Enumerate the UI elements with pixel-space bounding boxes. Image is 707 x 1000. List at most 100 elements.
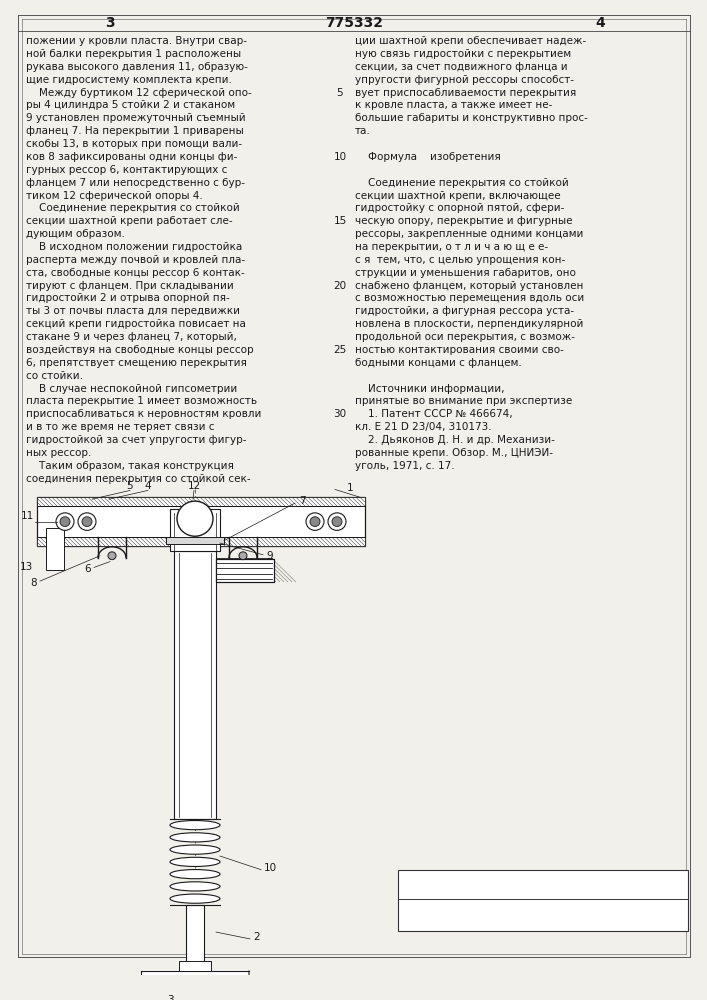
Text: 12: 12 xyxy=(187,481,201,491)
Bar xyxy=(166,537,224,544)
Text: ков 8 зафиксированы одни концы фи-: ков 8 зафиксированы одни концы фи- xyxy=(26,152,238,162)
Text: секции, за счет подвижного фланца и: секции, за счет подвижного фланца и xyxy=(355,62,568,72)
Text: дующим образом.: дующим образом. xyxy=(26,229,125,239)
Text: секций крепи гидростойка повисает на: секций крепи гидростойка повисает на xyxy=(26,319,246,329)
Circle shape xyxy=(60,517,70,526)
Text: В случае неспокойной гипсометрии: В случае неспокойной гипсометрии xyxy=(26,384,238,394)
Text: 20: 20 xyxy=(334,281,346,291)
Text: 5: 5 xyxy=(127,481,134,491)
Text: 7: 7 xyxy=(298,496,305,506)
Text: 15: 15 xyxy=(334,216,346,226)
Circle shape xyxy=(239,552,247,560)
Text: 8: 8 xyxy=(30,578,37,588)
Ellipse shape xyxy=(170,821,220,830)
Ellipse shape xyxy=(170,894,220,903)
Text: пожении у кровли пласта. Внутри свар-: пожении у кровли пласта. Внутри свар- xyxy=(26,36,247,46)
Text: та.: та. xyxy=(355,126,370,136)
Text: со стойки.: со стойки. xyxy=(26,371,83,381)
Text: принятые во внимание при экспертизе: принятые во внимание при экспертизе xyxy=(355,396,572,406)
Circle shape xyxy=(306,513,324,530)
Text: рукава высокого давления 11, образую-: рукава высокого давления 11, образую- xyxy=(26,62,248,72)
Text: ческую опору, перекрытие и фигурные: ческую опору, перекрытие и фигурные xyxy=(355,216,573,226)
Text: гурных рессор 6, контактирующих с: гурных рессор 6, контактирующих с xyxy=(26,165,228,175)
Bar xyxy=(398,870,688,931)
Text: расперта между почвой и кровлей пла-: расперта между почвой и кровлей пла- xyxy=(26,255,245,265)
Ellipse shape xyxy=(170,870,220,879)
Text: Между буртиком 12 сферической опо-: Между буртиком 12 сферической опо- xyxy=(26,88,252,98)
Text: ную связь гидростойки с перекрытием: ную связь гидростойки с перекрытием xyxy=(355,49,571,59)
Text: к кровле пласта, а также имеет не-: к кровле пласта, а также имеет не- xyxy=(355,100,552,110)
Bar xyxy=(37,537,365,546)
Text: 2: 2 xyxy=(254,932,260,942)
Text: 25: 25 xyxy=(334,345,346,355)
Text: рессоры, закрепленные одними концами: рессоры, закрепленные одними концами xyxy=(355,229,583,239)
Text: 30: 30 xyxy=(334,409,346,419)
Text: струкции и уменьшения габаритов, оно: струкции и уменьшения габаритов, оно xyxy=(355,268,576,278)
Bar xyxy=(216,559,274,582)
Text: 6, препятствует смещению перекрытия: 6, препятствует смещению перекрытия xyxy=(26,358,247,368)
Text: бодными концами с фланцем.: бодными концами с фланцем. xyxy=(355,358,522,368)
Text: Филиал ППП "Патент",: Филиал ППП "Патент", xyxy=(483,903,603,913)
Bar xyxy=(37,497,365,546)
Text: 5: 5 xyxy=(337,88,344,98)
Circle shape xyxy=(108,552,116,560)
Text: стакане 9 и через фланец 7, который,: стакане 9 и через фланец 7, который, xyxy=(26,332,237,342)
Text: 10: 10 xyxy=(264,863,276,873)
Text: тируют с фланцем. При складывании: тируют с фланцем. При складывании xyxy=(26,281,234,291)
Bar xyxy=(37,497,365,506)
Polygon shape xyxy=(141,971,249,991)
Text: В исходном положении гидростойка: В исходном положении гидростойка xyxy=(26,242,243,252)
Text: фланец 7. На перекрытии 1 приварены: фланец 7. На перекрытии 1 приварены xyxy=(26,126,244,136)
Text: ции шахтной крепи обеспечивает надеж-: ции шахтной крепи обеспечивает надеж- xyxy=(355,36,586,46)
Text: гидростойку с опорной пятой, сфери-: гидростойку с опорной пятой, сфери- xyxy=(355,203,564,213)
Text: и в то же время не теряет связи с: и в то же время не теряет связи с xyxy=(26,422,214,432)
Text: рованные крепи. Обзор. М., ЦНИЭИ-: рованные крепи. Обзор. М., ЦНИЭИ- xyxy=(355,448,553,458)
Text: ры 4 цилиндра 5 стойки 2 и стаканом: ры 4 цилиндра 5 стойки 2 и стаканом xyxy=(26,100,235,110)
Text: приспосабливаться к неровностям кровли: приспосабливаться к неровностям кровли xyxy=(26,409,262,419)
Text: на перекрытии, о т л и ч а ю щ е е-: на перекрытии, о т л и ч а ю щ е е- xyxy=(355,242,548,252)
Text: Таким образом, такая конструкция: Таким образом, такая конструкция xyxy=(26,461,234,471)
Text: фланцем 7 или непосредственно с бур-: фланцем 7 или непосредственно с бур- xyxy=(26,178,245,188)
Text: 13: 13 xyxy=(19,562,33,572)
Text: 10: 10 xyxy=(334,152,346,162)
Bar xyxy=(170,509,220,551)
Text: упругости фигурной рессоры способст-: упругости фигурной рессоры способст- xyxy=(355,75,574,85)
Text: ностью контактирования своими сво-: ностью контактирования своими сво- xyxy=(355,345,564,355)
Circle shape xyxy=(177,501,213,536)
Bar xyxy=(174,551,216,819)
Text: 4: 4 xyxy=(145,481,151,491)
Text: пласта перекрытие 1 имеет возможность: пласта перекрытие 1 имеет возможность xyxy=(26,396,257,406)
Circle shape xyxy=(78,513,96,530)
Text: 9: 9 xyxy=(267,551,274,561)
Text: кл. Е 21 D 23/04, 310173.: кл. Е 21 D 23/04, 310173. xyxy=(355,422,491,432)
Text: щие гидросистему комплекта крепи.: щие гидросистему комплекта крепи. xyxy=(26,75,232,85)
Text: скобы 13, в которых при помощи вали-: скобы 13, в которых при помощи вали- xyxy=(26,139,242,149)
Text: 11: 11 xyxy=(21,511,34,521)
Text: 6: 6 xyxy=(85,564,91,574)
Text: ВНИИПИ    Заказ 7683/42: ВНИИПИ Заказ 7683/42 xyxy=(477,875,609,885)
Text: гидростойки, а фигурная рессора уста-: гидростойки, а фигурная рессора уста- xyxy=(355,306,574,316)
Text: секции шахтной крепи работает сле-: секции шахтной крепи работает сле- xyxy=(26,216,233,226)
Text: ных рессор.: ных рессор. xyxy=(26,448,91,458)
Text: ной балки перекрытия 1 расположены: ной балки перекрытия 1 расположены xyxy=(26,49,241,59)
Text: Тираж 626 Подписное: Тираж 626 Подписное xyxy=(483,887,603,897)
Circle shape xyxy=(332,517,342,526)
Text: уголь, 1971, с. 17.: уголь, 1971, с. 17. xyxy=(355,461,455,471)
Text: 1. Патент СССР № 466674,: 1. Патент СССР № 466674, xyxy=(355,409,513,419)
Text: вует приспосабливаемости перекрытия: вует приспосабливаемости перекрытия xyxy=(355,88,576,98)
Circle shape xyxy=(328,513,346,530)
Ellipse shape xyxy=(170,833,220,842)
Circle shape xyxy=(310,517,320,526)
Text: новлена в плоскости, перпендикулярной: новлена в плоскости, перпендикулярной xyxy=(355,319,583,329)
Text: 1: 1 xyxy=(346,483,354,493)
Text: 775332: 775332 xyxy=(325,16,383,30)
Bar xyxy=(179,961,211,971)
Text: большие габариты и конструктивно прос-: большие габариты и конструктивно прос- xyxy=(355,113,588,123)
Text: с я  тем, что, с целью упрощения кон-: с я тем, что, с целью упрощения кон- xyxy=(355,255,566,265)
Text: 9 установлен промежуточный съемный: 9 установлен промежуточный съемный xyxy=(26,113,245,123)
Text: 3: 3 xyxy=(105,16,115,30)
Text: 2. Дьяконов Д. Н. и др. Механизи-: 2. Дьяконов Д. Н. и др. Механизи- xyxy=(355,435,555,445)
Bar xyxy=(186,905,204,971)
Text: 3: 3 xyxy=(167,995,173,1000)
Ellipse shape xyxy=(170,857,220,866)
